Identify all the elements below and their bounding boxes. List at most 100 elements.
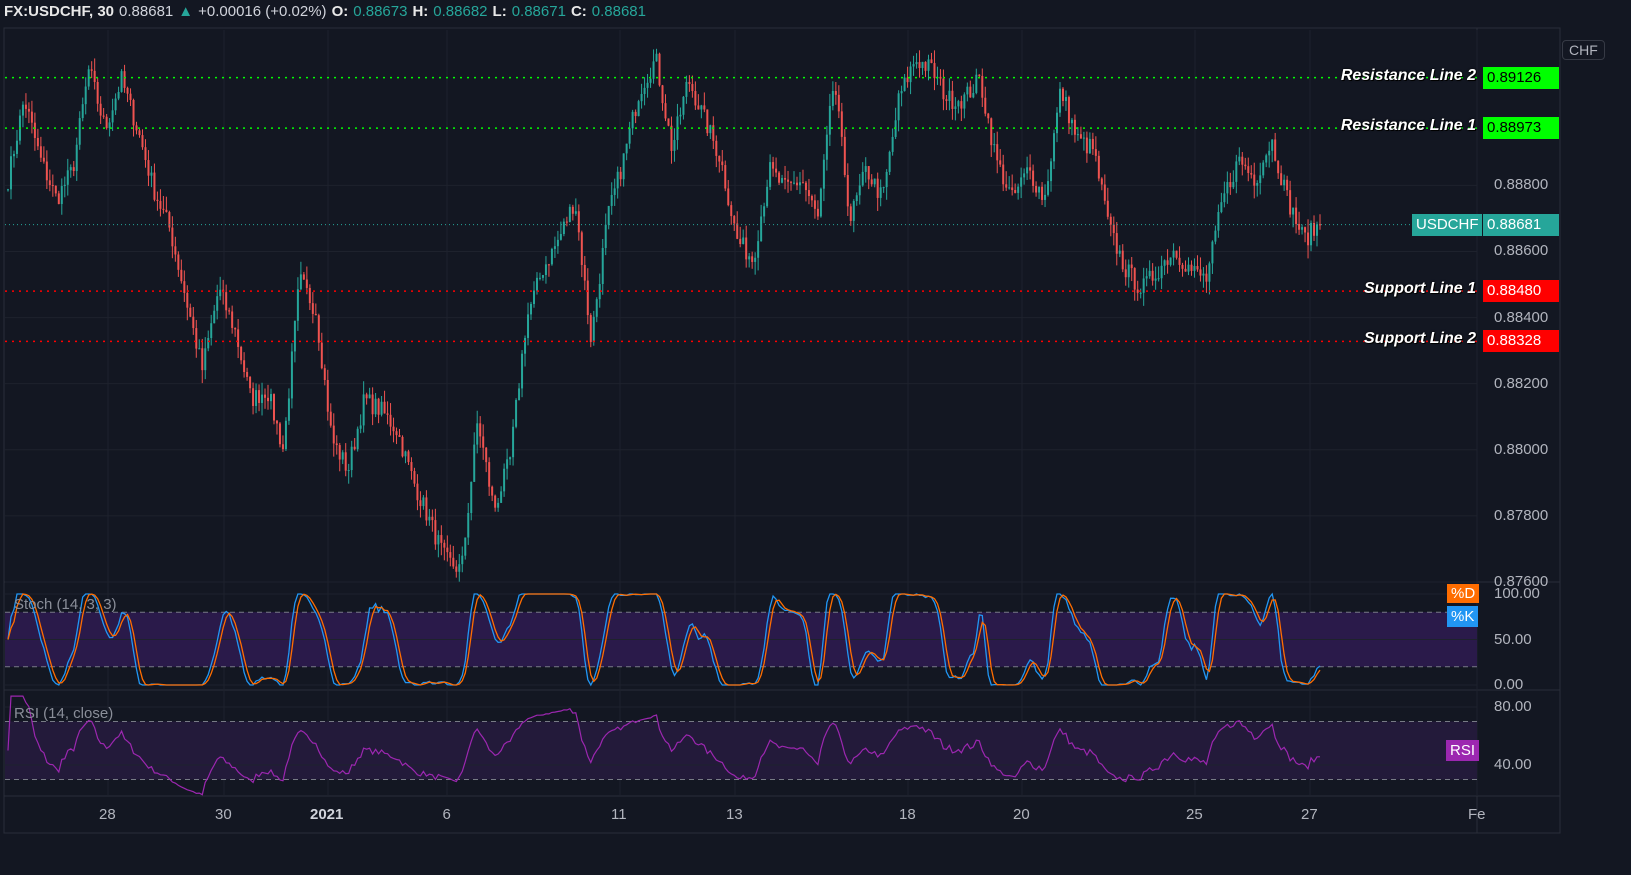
candle-body [760,216,763,242]
candle-body [1316,224,1319,236]
candle-body [1112,224,1115,234]
candle-body [993,144,996,146]
candle-body [48,180,51,186]
candle-body [246,372,249,377]
candle-body [691,84,694,92]
candle-body [643,87,646,94]
candle-body [1199,269,1202,276]
candle-body [625,143,628,154]
candle-body [1160,265,1163,279]
close-label: C: [570,3,587,20]
candle-body [766,186,769,207]
candle-body [485,447,488,463]
candle-body [840,111,843,137]
candle-body [813,200,816,209]
candle-body [240,346,243,361]
candle-body [261,394,264,403]
candle-body [476,423,479,445]
rsi-title: RSI (14, close) [14,705,114,722]
candle-body [255,390,258,406]
currency-button[interactable]: CHF [1562,40,1605,60]
candle-body [610,194,613,206]
candle-body [882,187,885,189]
candle-body [1041,186,1044,200]
candle-body [1175,250,1178,258]
candle-body [951,90,954,109]
candle-body [207,338,210,349]
support-line-label: Support Line 1 [1364,280,1476,298]
candle-body [15,140,18,154]
candle-body [1205,273,1208,282]
candle-body [51,185,54,187]
candle-body [264,394,267,398]
candle-body [192,316,195,329]
candle-body [219,289,222,297]
candle-body [822,159,825,189]
price-tick-label: 0.87800 [1494,506,1549,524]
candle-body [849,206,852,221]
price-tick-label: 0.88600 [1494,242,1549,260]
candle-body [1208,263,1211,282]
candle-body [165,209,168,213]
candle-body [703,105,706,110]
candle-body [649,78,652,83]
resistance-line-label: Resistance Line 1 [1340,117,1476,135]
candle-body [1085,137,1088,154]
candle-body [1050,161,1053,182]
candle-body [353,446,356,450]
candle-body [234,327,237,330]
candle-body [628,128,631,144]
candle-body [1100,178,1103,185]
candle-body [344,452,347,471]
candle-body [1193,266,1196,271]
candle-body [834,91,837,95]
candle-body [1115,233,1118,254]
candle-body [1169,257,1172,265]
candle-body [422,497,425,507]
candle-body [981,75,984,98]
candle-body [667,118,670,126]
candle-body [852,201,855,221]
candle-body [1067,97,1070,124]
candle-body [574,211,577,214]
candle-body [1058,88,1061,113]
candle-body [924,61,927,71]
candle-body [927,59,930,71]
candle-body [1044,194,1047,200]
candle-body [613,188,616,195]
candle-body [879,187,882,198]
candle-body [27,108,30,112]
close-value: 0.88681 [591,3,646,20]
candle-body [1256,182,1259,186]
candle-body [84,86,87,105]
candle-body [1142,278,1145,293]
candle-body [258,390,261,403]
candle-body [568,206,571,222]
candle-body [804,182,807,191]
candle-body [888,151,891,172]
candle-body [120,71,123,92]
candle-body [275,420,278,424]
candle-body [54,185,57,194]
candle-body [1076,134,1079,136]
open-value: 0.88673 [353,3,408,20]
candle-body [757,241,760,258]
candle-body [948,90,951,101]
candle-body [727,188,730,206]
candle-body [267,397,270,402]
candle-body [810,196,813,201]
candle-body [392,426,395,432]
candle-body [697,105,700,110]
candle-body [739,238,742,245]
candle-body [801,182,804,184]
candle-body [299,274,302,290]
candle-body [1247,166,1250,174]
candle-body [269,394,272,402]
candle-body [39,146,42,158]
symbol-title[interactable]: FX:USDCHF, 30 [4,3,115,20]
candle-body [512,426,515,458]
candle-body [957,101,960,107]
candle-body [1187,264,1190,272]
candle-body [858,185,861,196]
